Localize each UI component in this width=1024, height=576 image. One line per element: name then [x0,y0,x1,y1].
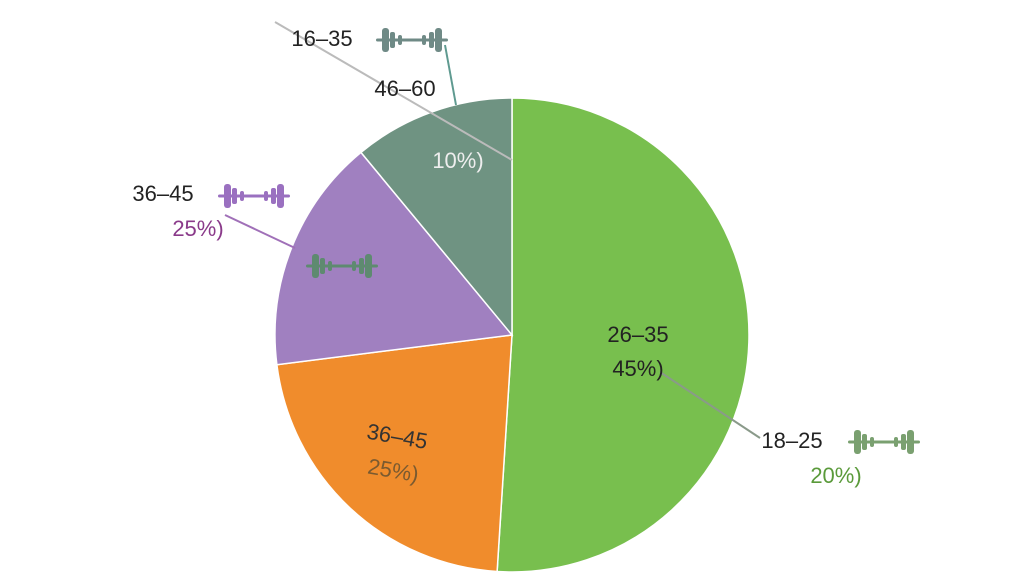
callout-line [444,44,457,106]
dumbbell-icon [848,430,920,454]
pie-slice [496,97,750,573]
callouts [224,21,761,439]
pie-slice [276,334,513,573]
pie [274,97,750,573]
annotation: 16–35 [291,26,352,51]
callout-line [659,371,761,439]
annotations: 16–3546–6010%)36–4525%)26–3545%)36–4525%… [132,26,861,488]
dumbbell-icon [218,184,290,208]
callout-line [274,21,513,161]
annotation: 46–60 [374,76,435,101]
pie-slice [359,97,513,338]
annotation: 25%) [172,216,223,241]
annotation: 18–25 [761,428,822,453]
annotation: 45%) [612,356,663,381]
annotation: 26–35 [607,322,668,347]
annotation: 10%) [432,148,483,173]
callout-line [224,214,296,249]
dumbbell-icon [376,28,448,52]
pie-slice [274,151,514,366]
annotation: 20%) [810,463,861,488]
annotation: 36–45 [132,181,193,206]
